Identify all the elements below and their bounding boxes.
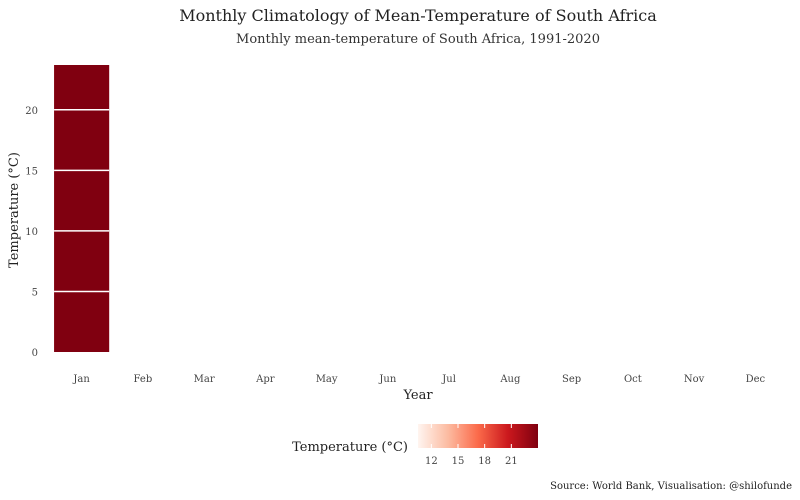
legend-tick-label: 18 — [478, 456, 491, 467]
y-tick-label: 5 — [32, 287, 38, 298]
legend-colorbar — [418, 424, 538, 448]
x-tick-label: Dec — [746, 374, 766, 385]
x-tick-label: Mar — [194, 374, 215, 385]
legend: Temperature (°C) 12 15 18 21 — [292, 424, 538, 467]
y-axis-label: Temperature (°C) — [7, 152, 22, 268]
legend-ticks: 12 15 18 21 — [425, 424, 518, 467]
x-tick-label: Jan — [72, 374, 90, 385]
y-tick-label: 20 — [25, 106, 38, 117]
x-axis: Jan Feb Mar Apr May Jun Jul Aug Sep Oct Nov Dec — [72, 374, 765, 385]
legend-tick-label: 12 — [425, 456, 438, 467]
y-tick-label: 15 — [25, 166, 38, 177]
x-tick-label: Sep — [562, 374, 581, 385]
x-tick-label: Apr — [255, 374, 275, 385]
chart-subtitle: Monthly mean-temperature of South Africa… — [236, 32, 600, 47]
x-tick-label: Oct — [624, 374, 642, 385]
y-tick-label: 10 — [25, 227, 38, 238]
bar-jan — [54, 65, 110, 352]
legend-tick-label: 15 — [452, 456, 465, 467]
x-tick-label: Feb — [134, 374, 153, 385]
x-tick-label: Jul — [441, 374, 456, 385]
caption: Source: World Bank, Visualisation: @shil… — [550, 481, 792, 492]
x-tick-label: Nov — [684, 374, 705, 385]
y-axis: 0 5 10 15 20 — [25, 106, 38, 359]
plot-area — [54, 65, 110, 352]
legend-tick-label: 21 — [505, 456, 518, 467]
x-tick-label: Aug — [499, 374, 521, 385]
x-axis-label: Year — [402, 388, 433, 403]
legend-title: Temperature (°C) — [292, 440, 408, 455]
x-tick-label: Jun — [378, 374, 396, 385]
y-tick-label: 0 — [32, 348, 38, 359]
chart-title: Monthly Climatology of Mean-Temperature … — [179, 6, 657, 25]
x-tick-label: May — [316, 374, 338, 385]
